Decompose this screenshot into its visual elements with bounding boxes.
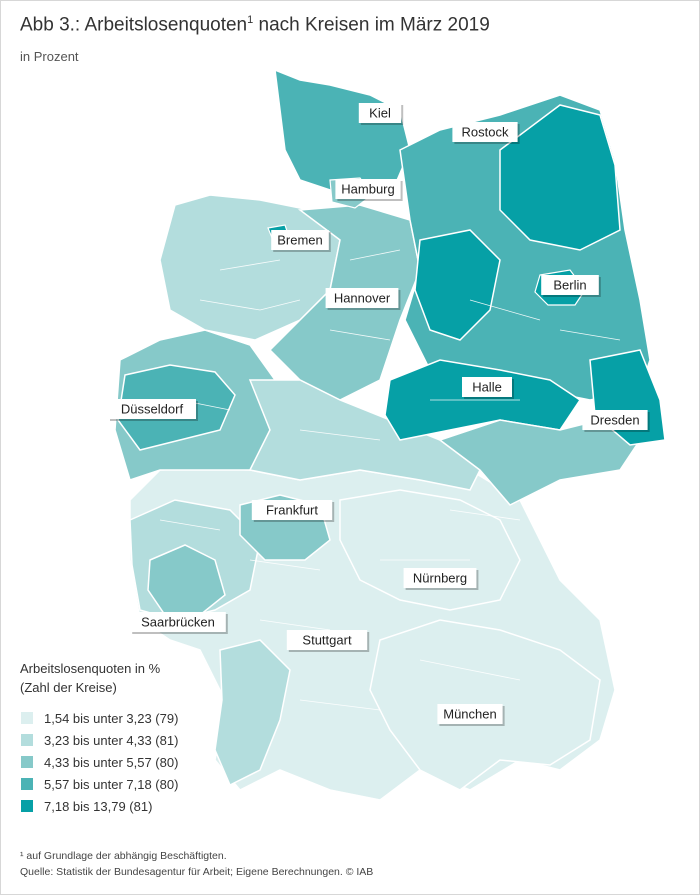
city-name: Frankfurt (266, 503, 318, 518)
city-label-dresden: Dresden (582, 410, 650, 432)
region-mecklenburg (499, 104, 621, 251)
footnote-source: Quelle: Statistik der Bundesagentur für … (20, 866, 374, 878)
city-name: Dresden (590, 413, 639, 428)
legend-item: 5,57 bis unter 7,18 (80) (20, 773, 178, 795)
legend-item: 4,33 bis unter 5,57 (80) (20, 751, 178, 773)
city-name: Hamburg (341, 182, 394, 197)
region-hesse-thuringia (248, 379, 481, 491)
city-label-düsseldorf: Düsseldorf (108, 399, 198, 421)
legend-swatch (20, 711, 34, 725)
footnote-note: ¹ auf Grundlage der abhängig Beschäftigt… (20, 850, 227, 862)
city-labels: Kiel Rostock Hamburg Bremen Berlin Hannover Ha… (108, 103, 650, 726)
city-name: Nürnberg (413, 571, 467, 586)
city-label-box (130, 612, 226, 632)
legend-label: 1,54 bis unter 3,23 (79) (44, 710, 179, 726)
city-label-stuttgart: Stuttgart (286, 630, 370, 652)
city-label-saarbrücken: Saarbrücken (130, 612, 228, 634)
city-label-box (108, 399, 196, 419)
city-label-box (358, 103, 402, 123)
city-label-hamburg: Hamburg (335, 179, 403, 201)
city-name: München (443, 707, 496, 722)
city-label-bremen: Bremen (271, 230, 331, 252)
city-label-nürnberg: Nürnberg (403, 568, 479, 590)
city-label-box (271, 230, 329, 250)
legend-rows: 1,54 bis unter 3,23 (79) 3,23 bis unter 4… (20, 707, 178, 817)
city-name: Saarbrücken (141, 615, 215, 630)
legend-item: 7,18 bis 13,79 (81) (20, 795, 178, 817)
legend: Arbeitslosenquoten in % (Zahl der Kreise… (20, 659, 178, 817)
legend-label: 4,33 bis unter 5,57 (80) (44, 754, 179, 770)
legend-swatch (20, 733, 34, 747)
city-label-kiel: Kiel (358, 103, 404, 125)
region-saar-palatinate (147, 544, 226, 616)
city-label-halle: Halle (462, 377, 514, 399)
city-name: Halle (472, 380, 502, 395)
city-label-box (403, 568, 477, 588)
city-name: Stuttgart (302, 633, 352, 648)
city-name: Kiel (369, 106, 391, 121)
city-label-rostock: Rostock (452, 122, 520, 144)
city-label-box (582, 410, 648, 430)
city-label-frankfurt: Frankfurt (251, 500, 335, 522)
city-label-box (452, 122, 518, 142)
legend-title: Arbeitslosenquoten in % (Zahl der Kreise… (20, 661, 161, 695)
city-label-box (462, 377, 512, 397)
city-label-box (335, 179, 401, 199)
city-name: Hannover (334, 291, 391, 306)
city-name: Bremen (277, 233, 323, 248)
city-label-box (437, 704, 503, 724)
legend-label: 3,23 bis unter 4,33 (81) (44, 732, 179, 748)
region-brandenburg-west (414, 229, 501, 341)
footnote: ¹ auf Grundlage der abhängig Beschäftigt… (20, 848, 373, 880)
legend-label: 5,57 bis unter 7,18 (80) (44, 776, 179, 792)
legend-swatch (20, 799, 34, 813)
city-label-box (251, 500, 333, 520)
city-label-münchen: München (437, 704, 505, 726)
figure-subtitle: in Prozent (20, 49, 79, 64)
region-baden (214, 639, 291, 787)
legend-item: 3,23 bis unter 4,33 (81) (20, 729, 178, 751)
legend-swatch (20, 755, 34, 769)
city-name: Berlin (553, 278, 586, 293)
city-label-berlin: Berlin (541, 275, 601, 297)
city-label-box (541, 275, 599, 295)
germany-map: Kiel Rostock Hamburg Bremen Berlin Hannover Ha… (108, 68, 666, 801)
figure-title: Abb 3.: Arbeitslosenquoten1 nach Kreisen… (20, 14, 490, 36)
legend-swatch (20, 777, 34, 791)
city-label-box (325, 288, 399, 308)
city-name: Rostock (462, 125, 509, 140)
region-saxony (438, 419, 642, 506)
city-name: Düsseldorf (121, 402, 184, 417)
legend-label: 7,18 bis 13,79 (81) (44, 798, 153, 814)
city-label-hannover: Hannover (325, 288, 401, 310)
city-label-box (286, 630, 368, 650)
legend-item: 1,54 bis unter 3,23 (79) (20, 707, 178, 729)
